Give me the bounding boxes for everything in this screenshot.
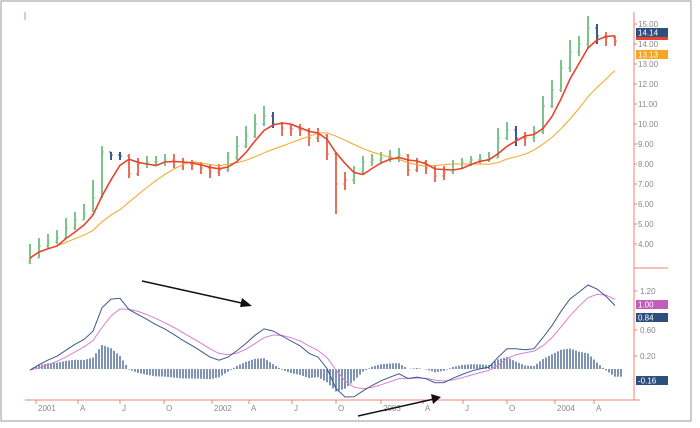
arrowhead-icon (431, 394, 441, 404)
price-tick-label: 8.00 (638, 160, 654, 169)
macd-value-label-box (636, 313, 668, 322)
macd-tick-label: 0.60 (640, 326, 656, 335)
time-tick-label: A (425, 404, 431, 413)
time-tick-label: O (166, 404, 172, 413)
price-tick-label: 4.00 (638, 240, 654, 249)
time-tick-label: 2001 (38, 404, 56, 413)
price-tick-label: 12.00 (638, 80, 659, 89)
price-tick-label: 15.00 (638, 20, 659, 29)
time-tick-label: A (80, 404, 86, 413)
time-tick-label: O (338, 404, 344, 413)
time-tick-label: J (294, 404, 298, 413)
macd-line (29, 284, 616, 398)
price-tick-label: 9.00 (638, 140, 654, 149)
time-tick-label: A (251, 404, 257, 413)
macd-signal-line (29, 293, 616, 390)
price-tick-label: 11.00 (638, 100, 658, 109)
fast-moving-average-line (29, 35, 616, 259)
arrowhead-icon (240, 298, 252, 307)
macd-histogram-label: -0.16 (638, 377, 657, 386)
time-tick-label: A (596, 404, 602, 413)
price-tick-label: 6.00 (638, 200, 654, 209)
divergence-arrow-up (357, 398, 435, 417)
time-tick-label: J (465, 404, 469, 413)
macd-signal-label: 1.00 (638, 301, 654, 310)
macd-signal-label-box (636, 300, 668, 309)
price-tick-label: 7.00 (638, 180, 654, 189)
price-tick-label: 10.00 (638, 120, 659, 129)
slow-ma-label: 13.13 (638, 51, 659, 60)
time-tick-label: O (509, 404, 515, 413)
time-tick-label: 2002 (214, 404, 232, 413)
time-tick-label: J (122, 404, 126, 413)
slow-ma-label-box (636, 50, 668, 59)
price-tick-label: 13.00 (638, 60, 659, 69)
slow-moving-average-line (29, 69, 616, 259)
macd-tick-label: 1.20 (640, 287, 656, 296)
time-tick-label: 2004 (557, 404, 575, 413)
last-price-label: 14.14 (638, 29, 659, 38)
last-price-label-box (636, 28, 668, 37)
price-tick-label: 5.00 (638, 220, 654, 229)
chart-frame (0, 0, 692, 422)
divergence-arrow-down (141, 280, 247, 305)
fast-ma-label-box (636, 37, 668, 40)
macd-value-label: 0.84 (638, 314, 654, 323)
macd-tick-label: 0.20 (640, 352, 656, 361)
macd-histogram-label-box (636, 376, 668, 385)
price-tick-label: 14.00 (638, 40, 659, 49)
